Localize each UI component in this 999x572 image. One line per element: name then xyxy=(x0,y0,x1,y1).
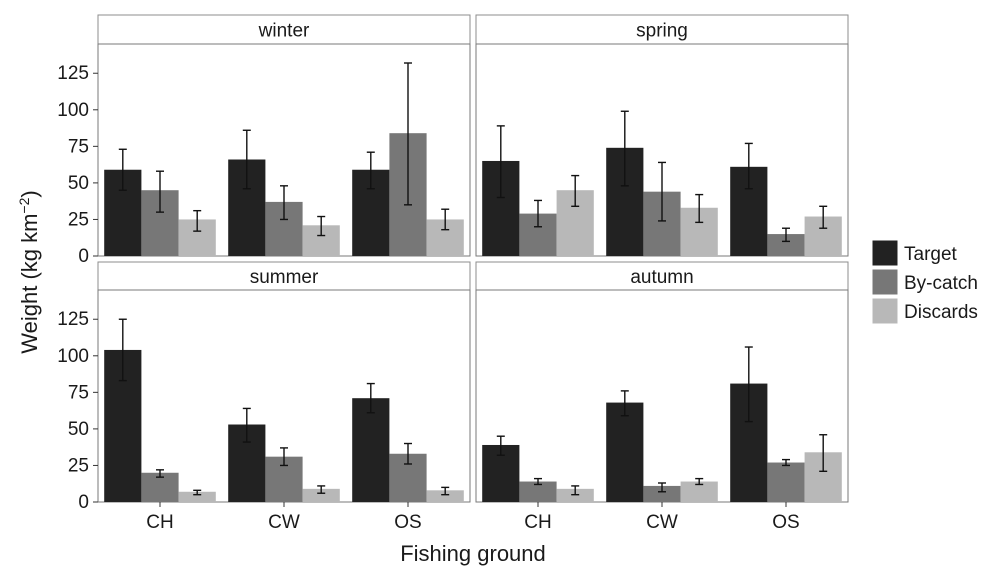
error-bar-spring-OS-Discards xyxy=(819,205,828,229)
legend-label-Target: Target xyxy=(904,244,958,265)
error-bar-summer-CH-Target xyxy=(118,318,127,382)
bar-autumn-CH-Discards xyxy=(556,488,594,502)
y-tick-label-summer-75: 75 xyxy=(68,382,89,403)
y-tick-label-summer-125: 125 xyxy=(57,309,89,330)
bar-spring-OS-By-catch xyxy=(767,234,805,256)
error-bar-winter-OS-By-catch xyxy=(404,62,412,206)
y-axis-title-close: ) xyxy=(17,190,42,197)
panel-summer: summer xyxy=(97,261,471,503)
y-axis-title-superscript: −2 xyxy=(16,197,32,213)
bar-summer-OS-Target xyxy=(352,398,390,502)
error-bar-winter-CH-Target xyxy=(118,148,127,191)
error-bar-winter-CW-Discards xyxy=(317,215,326,237)
strip-label-summer: summer xyxy=(250,267,319,288)
strip-summer xyxy=(97,261,471,291)
x-tick-label-autumn-CW: CW xyxy=(646,512,678,533)
error-bar-autumn-OS-Discards xyxy=(819,434,828,472)
legend: Target By-catch Discards xyxy=(871,239,978,325)
error-bar-winter-OS-Target xyxy=(366,151,375,190)
strip-winter xyxy=(97,14,471,45)
y-axis-title-main: Weight (kg km xyxy=(17,214,42,354)
y-axis-title: Weight (kg km−2) xyxy=(16,190,42,353)
error-bar-spring-CW-Target xyxy=(620,110,629,187)
error-bar-winter-CW-Target xyxy=(242,129,251,190)
panels-layer: winter spring summer autumn xyxy=(97,14,849,503)
bar-summer-OS-Discards xyxy=(426,490,464,502)
legend-key-Discards xyxy=(871,297,899,325)
x-tick-label-summer-CH: CH xyxy=(146,512,173,533)
error-bar-summer-CH-Discards xyxy=(193,489,202,496)
strip-label-winter: winter xyxy=(258,21,310,42)
error-bar-summer-CW-Discards xyxy=(317,485,326,494)
y-tick-label-winter-125: 125 xyxy=(57,63,89,84)
error-bar-winter-CH-By-catch xyxy=(156,170,164,213)
y-tick-label-winter-75: 75 xyxy=(68,136,89,157)
error-bar-summer-OS-Target xyxy=(366,382,375,414)
error-bar-autumn-CH-By-catch xyxy=(534,477,542,486)
strip-spring xyxy=(475,14,849,45)
x-tick-label-summer-CW: CW xyxy=(268,512,300,533)
error-bar-spring-OS-By-catch xyxy=(782,227,790,243)
error-bar-summer-OS-By-catch xyxy=(404,442,412,465)
panel-winter: winter xyxy=(97,14,471,257)
x-tick-label-autumn-CH: CH xyxy=(524,512,551,533)
y-tick-label-winter-100: 100 xyxy=(57,100,89,121)
y-tick-label-summer-100: 100 xyxy=(57,346,89,367)
error-bar-autumn-CH-Target xyxy=(496,435,505,456)
y-tick-label-winter-0: 0 xyxy=(78,246,89,267)
bar-summer-CH-Discards xyxy=(178,491,216,502)
x-tick-label-autumn-OS: OS xyxy=(772,512,799,533)
bar-summer-CW-Discards xyxy=(302,488,340,502)
error-bar-autumn-OS-By-catch xyxy=(782,458,790,467)
error-bar-summer-CW-Target xyxy=(242,407,251,443)
legend-key-Target xyxy=(871,239,899,267)
axes-layer: 0 25 50 75 100 125 CH CW OS 0 25 50 75 100 125 CH CW OS xyxy=(57,63,799,533)
panel-spring: spring xyxy=(475,14,849,257)
error-bar-spring-OS-Target xyxy=(744,142,753,190)
bar-autumn-CW-Target xyxy=(606,402,644,502)
error-bar-summer-CW-By-catch xyxy=(280,447,288,467)
y-tick-label-summer-50: 50 xyxy=(68,419,89,440)
error-bar-autumn-CW-By-catch xyxy=(658,482,666,493)
error-bar-autumn-OS-Target xyxy=(744,346,753,423)
y-tick-label-summer-25: 25 xyxy=(68,455,89,476)
error-bar-spring-CH-Target xyxy=(496,125,505,199)
strip-label-spring: spring xyxy=(636,21,688,42)
y-tick-label-summer-0: 0 xyxy=(78,492,89,513)
x-axis-title: Fishing ground xyxy=(400,541,546,566)
legend-label-Discards: Discards xyxy=(904,302,978,323)
error-bar-winter-CH-Discards xyxy=(193,209,202,232)
x-tick-label-summer-OS: OS xyxy=(394,512,421,533)
error-bar-autumn-CW-Discards xyxy=(695,477,704,486)
strip-autumn xyxy=(475,261,849,291)
bar-autumn-CH-By-catch xyxy=(519,481,557,502)
legend-label-By-catch: By-catch xyxy=(904,273,978,294)
error-bar-summer-CH-By-catch xyxy=(156,469,164,478)
error-bar-winter-CW-By-catch xyxy=(280,185,288,221)
error-bar-spring-CW-By-catch xyxy=(658,161,666,222)
y-tick-label-winter-25: 25 xyxy=(68,209,89,230)
error-bar-autumn-CW-Target xyxy=(620,390,629,417)
bar-autumn-CW-Discards xyxy=(680,481,718,502)
y-tick-label-winter-50: 50 xyxy=(68,173,89,194)
strip-label-autumn: autumn xyxy=(630,267,693,288)
panel-autumn: autumn xyxy=(475,261,849,503)
error-bar-spring-CW-Discards xyxy=(695,193,704,224)
legend-key-By-catch xyxy=(871,268,899,296)
error-bar-spring-CH-By-catch xyxy=(534,199,542,228)
bar-autumn-CW-By-catch xyxy=(643,485,681,502)
error-bar-spring-CH-Discards xyxy=(571,174,580,207)
error-bar-winter-OS-Discards xyxy=(441,208,450,231)
error-bar-autumn-CH-Discards xyxy=(571,485,580,496)
error-bar-summer-OS-Discards xyxy=(441,486,450,496)
bar-autumn-OS-By-catch xyxy=(767,462,805,502)
